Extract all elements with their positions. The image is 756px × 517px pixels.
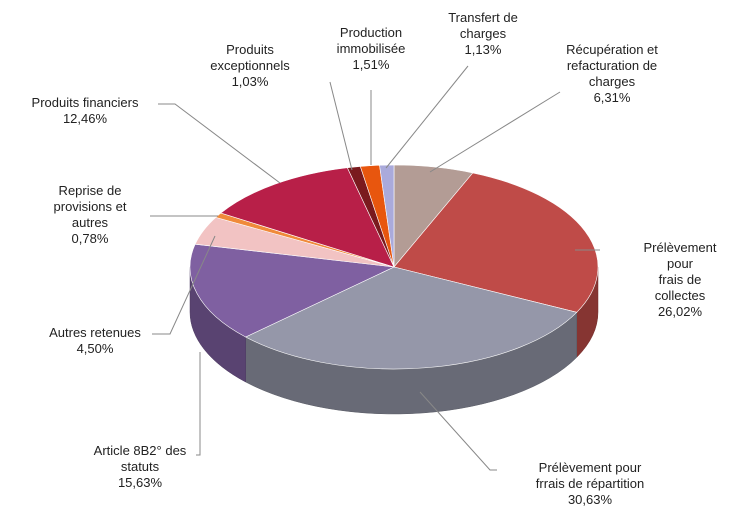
value-label: 6,31% xyxy=(593,90,631,105)
value-label: 4,50% xyxy=(76,341,114,356)
category-label: Production immobilisée xyxy=(336,25,406,56)
slice xyxy=(393,172,599,313)
slice-label: Reprise de provisions et autres 0,78% xyxy=(54,183,127,247)
slice-label: Autres retenues 4,50% xyxy=(49,325,141,357)
category-label: Reprise de provisions et autres xyxy=(53,183,127,230)
category-label: Produits exceptionnels xyxy=(210,42,290,73)
value-label: 0,78% xyxy=(71,231,109,246)
value-label: 12,46% xyxy=(62,111,108,126)
slice-label: Article 8B2° des statuts 15,63% xyxy=(94,443,187,491)
category-label: Autres retenues xyxy=(49,325,141,340)
category-label: Article 8B2° des statuts xyxy=(93,443,187,474)
slice-label: Récupération et refacturation de charges… xyxy=(566,42,658,106)
value-label: 1,13% xyxy=(464,42,502,57)
pie-sides xyxy=(189,266,599,415)
category-label: Produits financiers xyxy=(31,95,139,110)
pie-tops xyxy=(189,164,599,370)
leader-line xyxy=(419,391,497,471)
leader-line xyxy=(385,65,469,169)
category-label: Prélèvement pour frrais de répartition xyxy=(535,460,645,491)
value-label: 1,51% xyxy=(352,57,390,72)
slice-label: Transfert de charges 1,13% xyxy=(448,10,518,58)
leader-line xyxy=(152,235,216,335)
slice-label: Produits exceptionnels 1,03% xyxy=(210,42,290,90)
leader-line xyxy=(429,91,561,173)
slice-label: Prélèvement pour frrais de répartition 30… xyxy=(536,460,644,508)
slice xyxy=(189,243,396,338)
category-label: Transfert de charges xyxy=(448,10,518,41)
leader-line xyxy=(329,81,353,171)
category-label: Récupération et refacturation de charges xyxy=(566,42,658,89)
slice xyxy=(379,164,395,268)
slice-label: Produits financiers 12,46% xyxy=(32,95,139,127)
slice-label: Prélèvement pour frais de collectes 26,02… xyxy=(642,240,718,320)
slice xyxy=(220,167,395,268)
slice xyxy=(244,266,578,370)
value-label: 15,63% xyxy=(117,475,163,490)
leader-line xyxy=(158,103,281,184)
value-label: 26,02% xyxy=(657,304,703,319)
slice-label: Production immobilisée 1,51% xyxy=(337,25,406,73)
leader-line xyxy=(196,352,201,456)
value-label: 1,03% xyxy=(231,74,269,89)
value-label: 30,63% xyxy=(567,492,613,507)
category-label: Prélèvement pour frais de collectes xyxy=(643,240,717,303)
